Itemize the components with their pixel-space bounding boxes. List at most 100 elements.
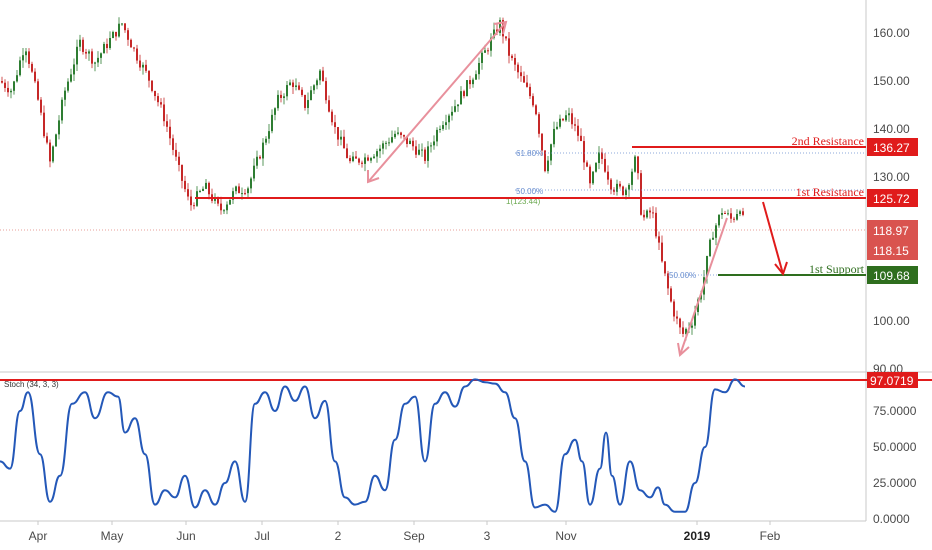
candle <box>7 81 9 97</box>
candle <box>712 231 714 240</box>
price-panel <box>0 0 866 372</box>
candle <box>586 160 588 168</box>
candle <box>169 119 171 146</box>
price-candles <box>1 17 744 341</box>
candle <box>253 158 255 182</box>
candle <box>16 70 18 83</box>
candle <box>541 132 543 156</box>
candle <box>631 168 633 190</box>
candle <box>34 68 36 84</box>
candle <box>88 49 90 61</box>
trend-arrows <box>367 20 728 357</box>
candle <box>271 109 273 134</box>
price-tag-1st-resistance-bg <box>867 189 918 207</box>
trend-arrow-head-up <box>493 20 508 35</box>
candle <box>49 139 51 168</box>
candle <box>460 86 462 105</box>
candle <box>517 62 519 79</box>
candle <box>103 41 105 54</box>
candle <box>205 178 207 190</box>
candle <box>568 107 570 122</box>
candle <box>178 151 180 172</box>
candle <box>295 78 297 91</box>
candle <box>112 30 114 39</box>
current-price-tag-1: 118.97 <box>873 224 909 238</box>
candle <box>661 235 663 263</box>
candle <box>46 132 48 145</box>
candle <box>520 65 522 82</box>
fib-label-extension: 1(123.44) <box>506 197 541 206</box>
candle <box>157 93 159 107</box>
level-label-1st-resistance: 1st Resistance <box>796 185 864 199</box>
candle <box>508 32 510 64</box>
candle <box>127 27 129 46</box>
candle <box>607 165 609 185</box>
trend-arrow-up <box>367 21 507 183</box>
candle <box>385 140 387 150</box>
fib-label-61: 61.80% <box>516 149 543 158</box>
candle <box>559 114 561 129</box>
candle <box>532 93 534 108</box>
candle <box>121 23 123 26</box>
candle <box>643 209 645 221</box>
candle <box>361 160 363 168</box>
fib-label-50-support: 50.00% <box>669 271 696 280</box>
candle <box>343 129 345 149</box>
candle <box>397 127 399 136</box>
price-tick-label: 130.00 <box>873 170 910 184</box>
candle <box>406 136 408 148</box>
candle <box>349 155 351 164</box>
time-tick-label: Sep <box>403 529 425 543</box>
candle <box>421 143 423 157</box>
candle <box>10 88 12 99</box>
candle <box>334 114 336 134</box>
candle <box>673 299 675 322</box>
time-tick-label: 3 <box>484 529 491 543</box>
stoch-value-tag-bg <box>867 372 918 388</box>
candle <box>331 109 333 126</box>
price-tick-label: 160.00 <box>873 26 910 40</box>
candle <box>148 70 150 88</box>
candle <box>676 310 678 325</box>
candle <box>355 151 357 159</box>
candle <box>682 321 684 338</box>
candle <box>259 155 261 160</box>
candle <box>574 117 576 132</box>
candle <box>373 153 375 159</box>
candle <box>601 148 603 165</box>
candle <box>133 46 135 52</box>
candle <box>187 183 189 201</box>
time-axis-ticks: Apr May Jun Jul 2 Sep 3 Nov 2019 Feb <box>29 521 781 543</box>
indicator-title: Stoch (34, 3, 3) <box>4 380 59 389</box>
candle <box>280 90 282 103</box>
candle <box>634 154 636 173</box>
candle <box>229 199 231 205</box>
candle <box>223 209 225 214</box>
candle <box>4 79 6 92</box>
candle <box>61 97 63 124</box>
candle <box>376 148 378 163</box>
candle <box>472 77 474 88</box>
candle <box>256 150 258 169</box>
candle <box>76 39 78 72</box>
candle <box>244 188 246 196</box>
candle <box>265 136 267 146</box>
candle <box>715 223 717 246</box>
candle <box>19 56 21 77</box>
candle <box>523 71 525 83</box>
candle <box>226 201 228 215</box>
candle <box>733 216 735 223</box>
candle <box>310 86 312 101</box>
candle <box>391 130 393 144</box>
candle <box>427 141 429 168</box>
candle <box>235 185 237 195</box>
candle <box>382 140 384 155</box>
candle <box>670 286 672 303</box>
time-tick-label: Jun <box>176 529 195 543</box>
candle <box>124 22 126 33</box>
candle <box>553 121 555 148</box>
candle <box>466 79 468 97</box>
candle <box>379 144 381 158</box>
candle <box>85 48 87 59</box>
candle <box>262 138 264 166</box>
